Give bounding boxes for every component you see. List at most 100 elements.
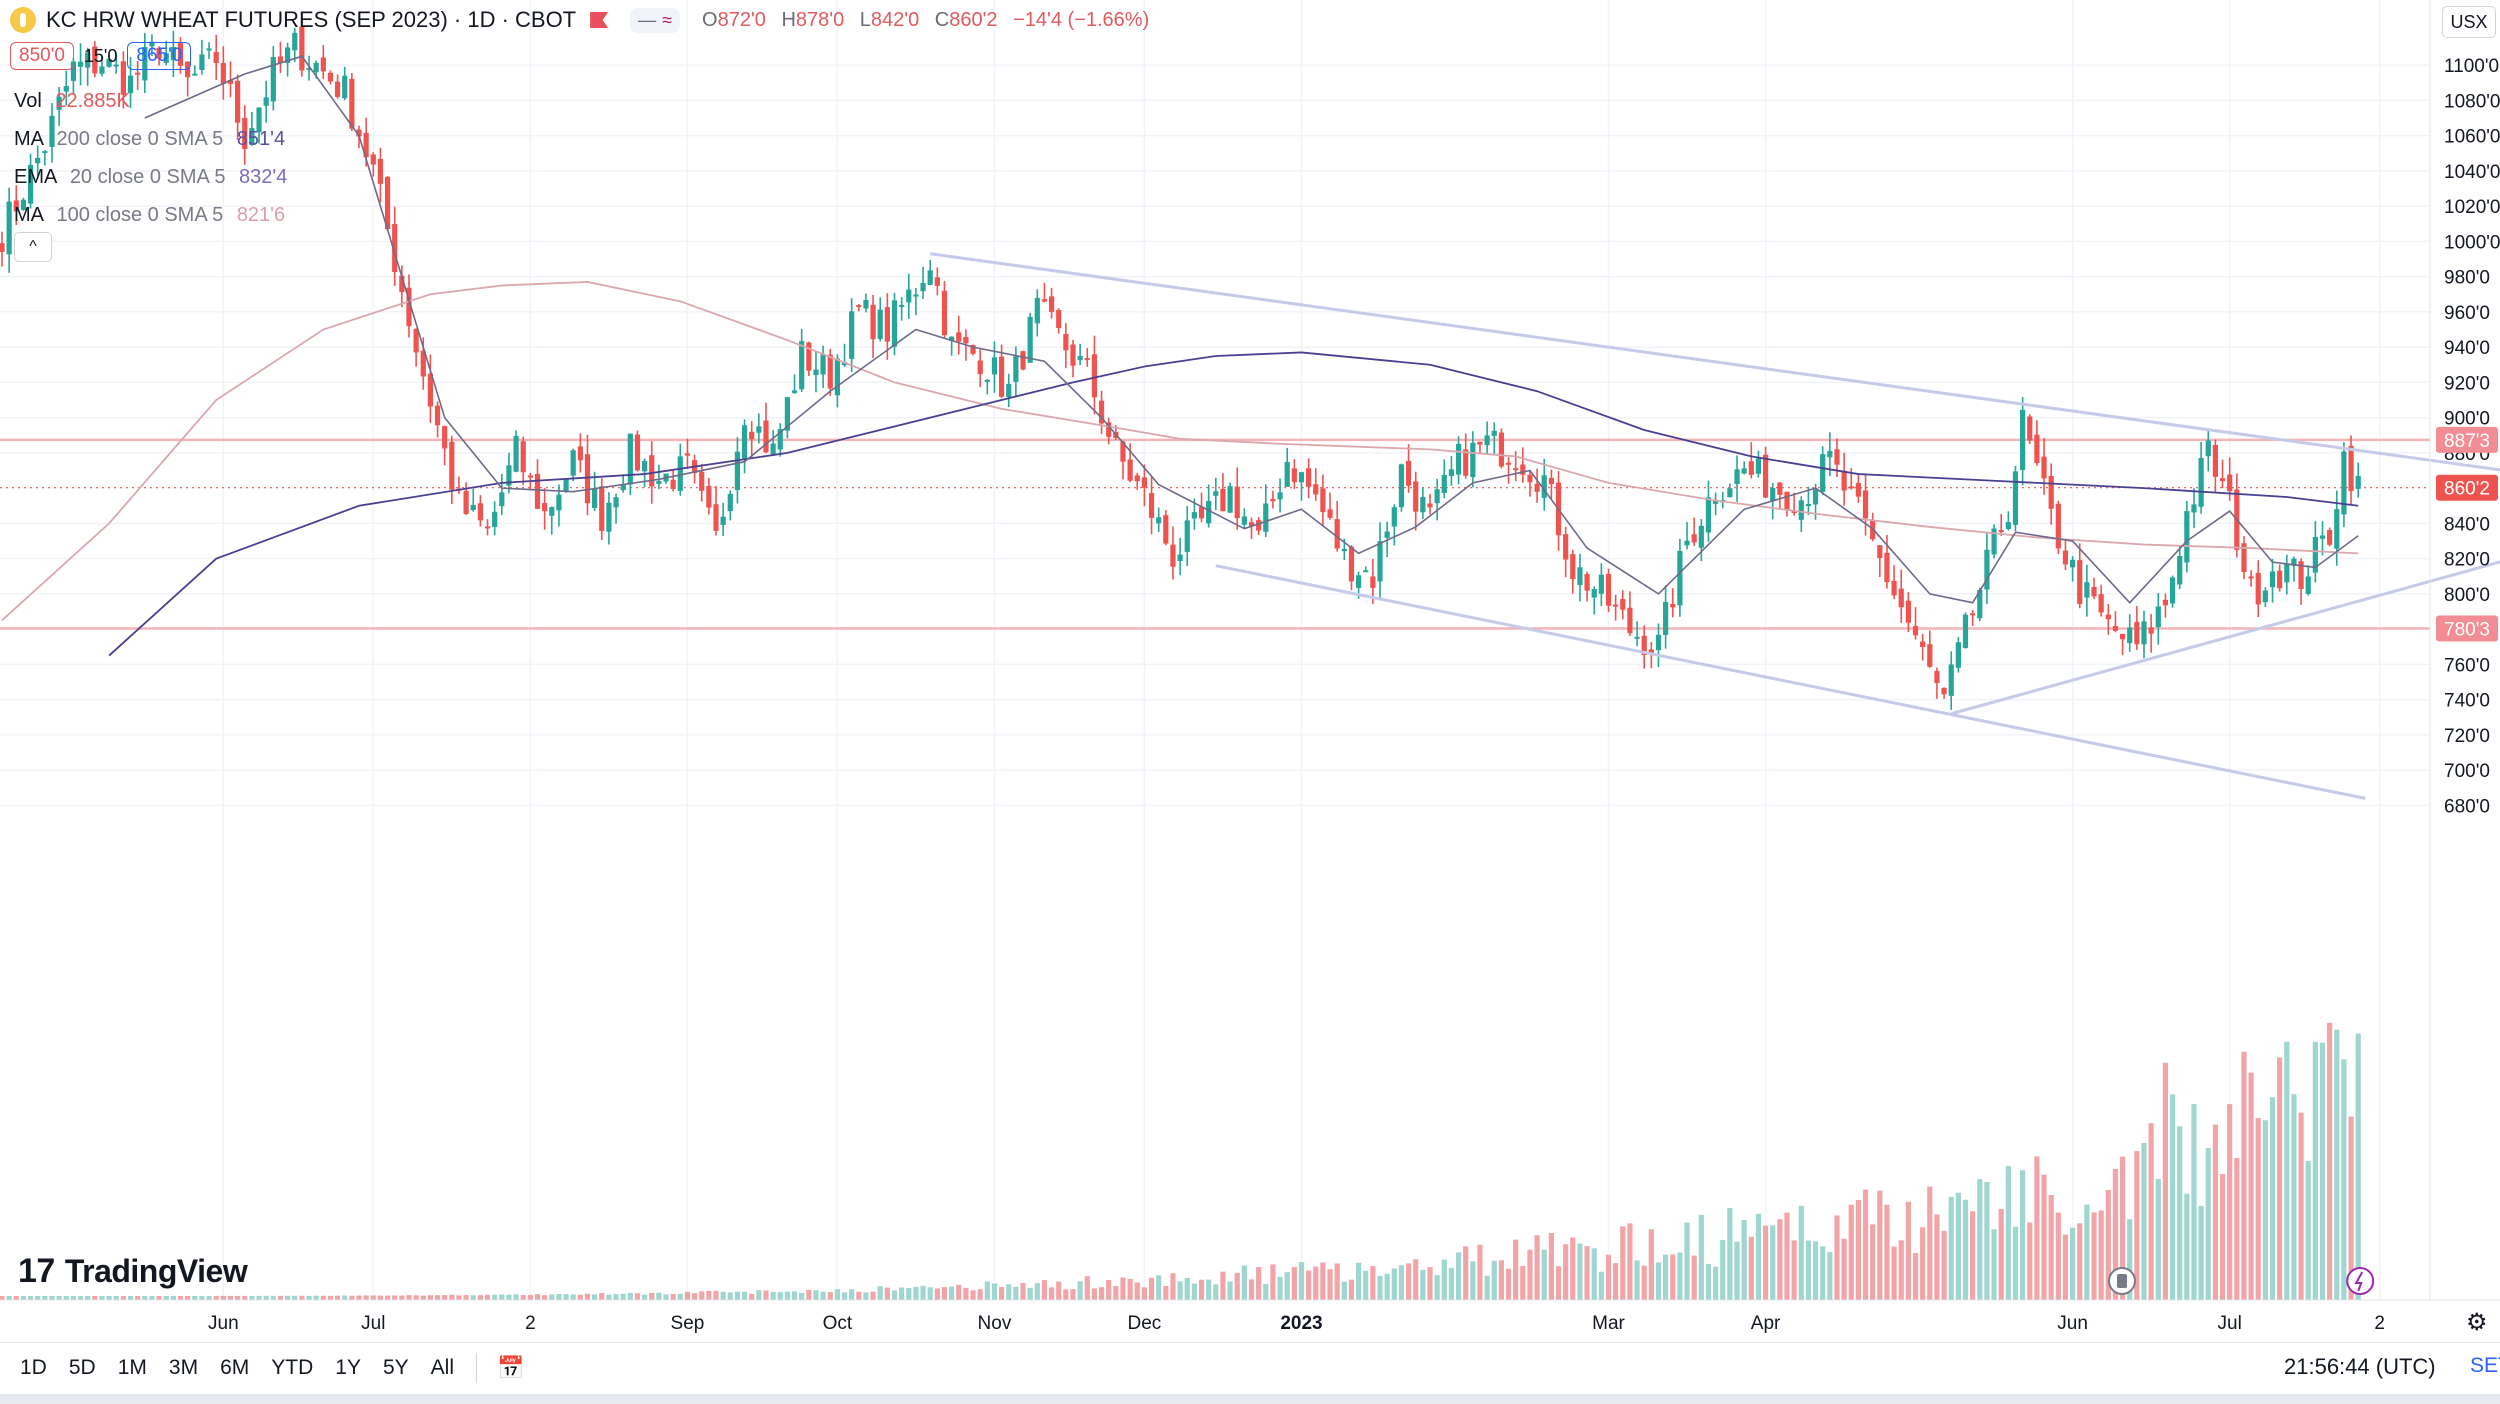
candle-body: [49, 115, 55, 147]
indicator-toggle-pill[interactable]: — ≈: [630, 7, 681, 33]
chart-header: KC HRW WHEAT FUTURES (SEP 2023) · 1D · C…: [0, 0, 1159, 40]
timeframe-1m[interactable]: 1M: [117, 1356, 147, 1379]
candle-body: [2112, 626, 2119, 631]
indicator-ma200[interactable]: MA 200 close 0 SMA 5 851'4: [14, 128, 285, 151]
volume-bar: [1948, 1196, 1954, 1300]
volume-bar: [620, 1293, 626, 1300]
timeframe-6m[interactable]: 6M: [220, 1356, 250, 1379]
volume-bar: [13, 1296, 19, 1300]
bottom-toolbar: 1D 5D 1M 3M 6M YTD 1Y 5Y All 📅: [0, 1342, 2500, 1393]
volume-bar: [20, 1296, 27, 1300]
indicator-value: 821'6: [236, 204, 286, 226]
volume-bar: [513, 1294, 519, 1300]
indicator-label: MA: [14, 128, 43, 150]
go-to-date-calendar-icon[interactable]: 📅: [497, 1355, 525, 1380]
timeframe-all[interactable]: All: [430, 1356, 454, 1379]
volume-bar: [941, 1287, 948, 1300]
volume-bar: [1591, 1248, 1597, 1300]
volume-bar: [1548, 1232, 1554, 1300]
volume-bar: [2248, 1072, 2254, 1300]
volume-bar: [592, 1294, 598, 1300]
volume-bar: [1070, 1289, 1076, 1300]
utc-clock[interactable]: 21:56:44 (UTC): [2284, 1354, 2436, 1379]
volume-bar: [256, 1295, 262, 1300]
candle-body: [2148, 627, 2154, 634]
timeframe-ytd[interactable]: YTD: [271, 1356, 314, 1379]
timeframe-1y[interactable]: 1Y: [335, 1356, 361, 1379]
volume-bar: [1791, 1240, 1797, 1300]
settings-link[interactable]: SET: [2470, 1354, 2500, 1377]
volume-bar: [1134, 1282, 1140, 1300]
volume-bar: [1034, 1282, 1040, 1300]
candle-body: [1741, 468, 1747, 474]
volume-bar: [1691, 1255, 1697, 1300]
timeframe-5d[interactable]: 5D: [68, 1356, 96, 1379]
volume-bar: [499, 1294, 505, 1300]
candle-body: [856, 305, 862, 308]
volume-bar: [1320, 1262, 1326, 1300]
volume-bar: [542, 1295, 548, 1300]
timeframe-5y[interactable]: 5Y: [382, 1356, 409, 1379]
volume-bar: [327, 1295, 334, 1300]
candle-body: [1870, 520, 1876, 540]
candle-body: [1898, 588, 1904, 608]
candle-body: [2291, 558, 2297, 566]
volume-bar: [1713, 1266, 1719, 1300]
volume-bar: [63, 1295, 69, 1300]
timeframe-1d[interactable]: 1D: [20, 1356, 47, 1379]
volume-bar: [1384, 1273, 1390, 1300]
flag-icon[interactable]: [590, 12, 609, 28]
candle-body: [2219, 478, 2226, 482]
volume-bar: [1084, 1276, 1090, 1300]
collapse-indicators-button[interactable]: ^: [14, 232, 52, 262]
candle-body: [492, 511, 498, 527]
candle-body: [2127, 627, 2133, 644]
volume-bar: [192, 1295, 198, 1300]
candle-body: [934, 277, 940, 286]
axis-settings-gear-icon[interactable]: ⚙: [2466, 1309, 2488, 1336]
price-tick-label: 1060'0: [2444, 127, 2500, 148]
symbol-title[interactable]: KC HRW WHEAT FUTURES (SEP 2023) · 1D · C…: [46, 7, 577, 32]
volume-bar: [263, 1295, 269, 1300]
volume-bar: [1577, 1243, 1583, 1300]
candle-body: [1241, 516, 1247, 525]
buy-button[interactable]: 865'0: [127, 42, 192, 70]
candle-body: [1327, 509, 1333, 518]
timeframe-3m[interactable]: 3M: [168, 1356, 199, 1379]
volume-bar: [1834, 1215, 1840, 1300]
indicator-volume[interactable]: Vol 22.885K: [14, 90, 130, 113]
volume-bar: [1941, 1230, 1947, 1300]
price-tag-label: 780'3: [2444, 619, 2490, 640]
indicator-value: 851'4: [236, 128, 286, 150]
volume-bar: [1563, 1244, 1569, 1300]
volume-bar: [56, 1295, 62, 1300]
price-axis[interactable]: 1100'0 1080'0 1060'0 1040'0 1020'0 1000'0 980'…: [2429, 0, 2500, 1300]
time-axis[interactable]: AprJunJul2SepOctNovDec2023MarAprJunJul2S…: [0, 1299, 2500, 1334]
candle-body: [1684, 540, 1690, 546]
candle-body: [1056, 309, 1062, 329]
indicator-ema20[interactable]: EMA 20 close 0 SMA 5 832'4: [14, 166, 287, 189]
volume-bar: [156, 1295, 162, 1300]
candle-body: [906, 289, 912, 303]
volume-bar: [1634, 1260, 1640, 1300]
candle-body: [434, 405, 441, 426]
ohlc-high-key: H: [781, 8, 796, 31]
candle-body: [2227, 474, 2233, 492]
candle-body: [1098, 400, 1105, 424]
volume-bar: [77, 1295, 84, 1300]
volume-bar: [0, 1296, 5, 1300]
candle-body: [1962, 614, 1969, 648]
exchange-logo-icon: [10, 7, 36, 33]
sell-button[interactable]: 850'0: [10, 42, 74, 70]
volume-bar: [627, 1292, 633, 1300]
candle-body: [277, 56, 284, 63]
volume-bar: [2319, 1042, 2326, 1300]
indicator-ma100[interactable]: MA 100 close 0 SMA 5 821'6: [14, 204, 285, 227]
candle-body: [649, 455, 655, 487]
volume-bar: [1770, 1225, 1776, 1300]
candle-body: [484, 526, 491, 529]
volume-bar: [1291, 1267, 1297, 1300]
currency-button[interactable]: USX: [2442, 6, 2496, 38]
candle-body: [1334, 519, 1340, 549]
